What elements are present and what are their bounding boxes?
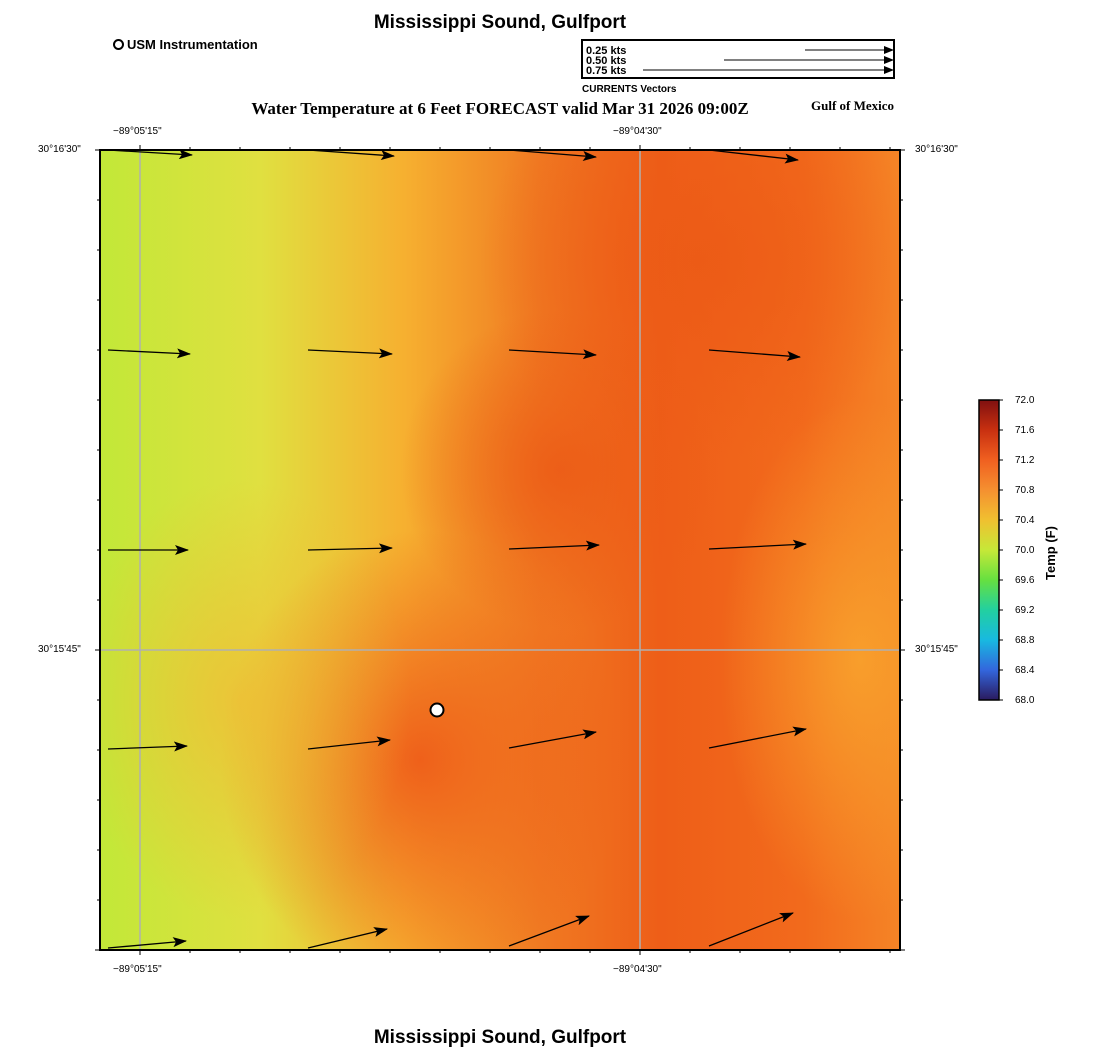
current-vector (708, 349, 801, 361)
colorbar-tick-label: 68.0 (1015, 695, 1035, 706)
current-vector (307, 348, 393, 359)
lon-tick-label-top-2: −89°04'30" (613, 126, 662, 137)
colorbar-tick-label: 71.2 (1015, 455, 1035, 466)
current-vector (307, 927, 388, 949)
vector-legend-label-2: 0.50 kts (586, 55, 627, 67)
lat-tick-label-right-1: 30°16'30" (915, 144, 958, 155)
circle-marker-icon (113, 39, 124, 50)
region-label: Gulf of Mexico (811, 98, 895, 113)
footer-title: Mississippi Sound, Gulfport (373, 1027, 627, 1048)
colorbar-title: Temp (F) (1043, 526, 1058, 580)
colorbar-ticks (999, 399, 1003, 701)
vector-legend: 0.25 kts 0.50 kts 0.75 kts (581, 39, 895, 79)
current-vector (107, 149, 193, 160)
current-vector (307, 736, 391, 750)
colorbar-tick-label: 70.4 (1015, 515, 1035, 526)
current-vector (107, 937, 187, 949)
current-vector (508, 729, 597, 749)
lon-tick-label-bottom-2: −89°04'30" (613, 964, 662, 975)
frame-ticks (95, 145, 905, 955)
current-vector (508, 349, 597, 360)
colorbar-tick-label: 69.6 (1015, 575, 1035, 586)
current-vector (508, 540, 600, 551)
current-vector (107, 741, 188, 752)
map-subtitle: Water Temperature at 6 Feet FORECAST val… (251, 99, 749, 118)
map-title: Mississippi Sound, Gulfport (373, 12, 627, 33)
vector-legend-caption: CURRENTS Vectors (582, 84, 677, 95)
current-vector (508, 149, 597, 161)
vector-legend-label-3: 0.75 kts (586, 65, 627, 77)
colorbar-tick-label: 68.4 (1015, 665, 1035, 676)
temperature-field (100, 150, 900, 950)
current-vectors (107, 149, 807, 949)
station-legend: USM Instrumentation (113, 37, 258, 52)
current-vector (708, 726, 807, 749)
usm-station-marker (429, 702, 445, 718)
colorbar-tick-label: 71.6 (1015, 425, 1035, 436)
colorbar-tick-label: 70.0 (1015, 545, 1035, 556)
current-vector (508, 915, 590, 947)
lon-tick-label-bottom-1: −89°05'15" (113, 964, 162, 975)
colorbar (978, 399, 1003, 701)
colorbar-tick-label: 69.2 (1015, 605, 1035, 616)
lat-tick-label-right-2: 30°15'45" (915, 644, 958, 655)
current-vector (107, 348, 191, 359)
station-legend-label: USM Instrumentation (127, 37, 258, 52)
lat-tick-label-left-2: 30°15'45" (38, 644, 81, 655)
colorbar-ramp (978, 399, 1000, 701)
colorbar-tick-label: 72.0 (1015, 395, 1035, 406)
current-vector (708, 149, 799, 164)
lon-tick-label-top-1: −89°05'15" (113, 126, 162, 137)
vector-legend-label-1: 0.25 kts (586, 45, 627, 57)
vector-legend-arrows (643, 46, 894, 74)
colorbar-tick-label: 70.8 (1015, 485, 1035, 496)
current-vector (708, 912, 794, 947)
current-vector (307, 149, 395, 161)
lat-tick-label-left-1: 30°16'30" (38, 144, 81, 155)
current-vector (307, 543, 393, 554)
current-vector (708, 539, 807, 550)
colorbar-tick-label: 68.8 (1015, 635, 1035, 646)
